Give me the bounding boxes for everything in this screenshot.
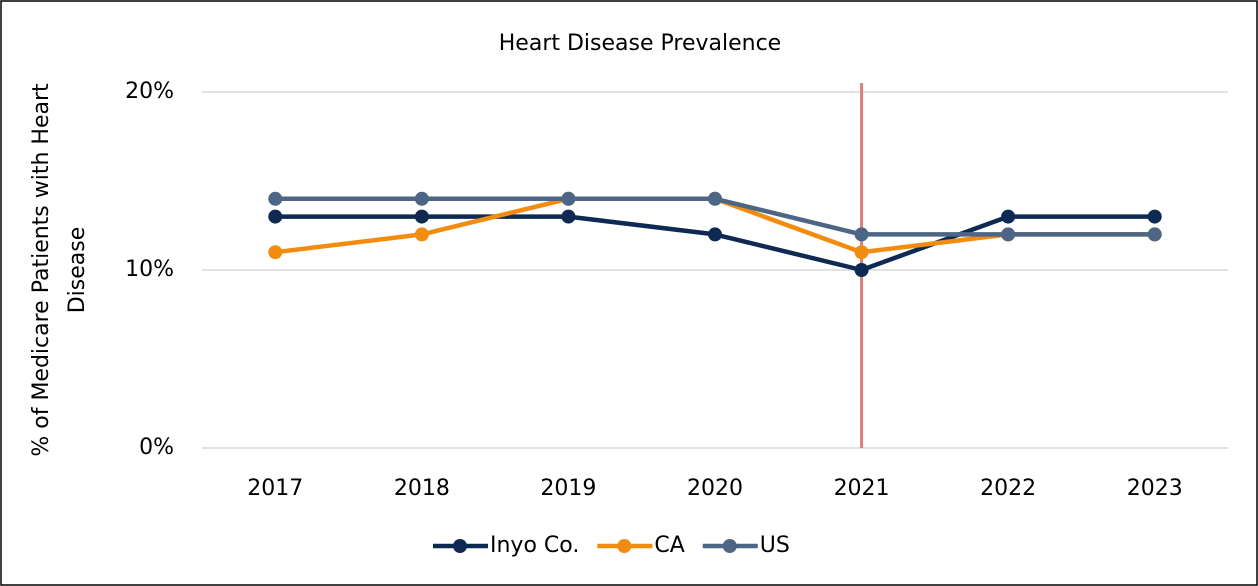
x-tick-label: 2018 [394,476,450,501]
data-point [854,263,869,277]
x-tick-label: 2020 [687,476,743,501]
legend-marker [617,539,632,553]
y-axis-label: % of Medicare Patients with Heart Diseas… [29,83,90,457]
data-point [561,191,576,206]
data-point [1001,227,1016,242]
data-point [268,209,283,224]
data-point [1001,209,1016,224]
data-point [268,191,283,206]
data-point [268,245,283,260]
y-tick-label: 10% [125,257,174,282]
legend-label: Inyo Co. [490,533,579,558]
data-point [1147,227,1162,242]
legend-label: US [760,533,790,558]
data-point [854,227,869,242]
chart-title: Heart Disease Prevalence [499,31,781,56]
data-point [414,227,429,242]
legend-marker [722,539,737,553]
data-point [561,209,576,224]
data-point [708,227,722,242]
x-tick-label: 2021 [834,476,890,501]
y-tick-label: 0% [139,435,174,460]
legend-marker [453,539,467,553]
y-tick-label: 20% [125,79,174,104]
x-tick-label: 2017 [247,476,303,501]
x-tick-label: 2022 [980,476,1036,501]
legend-label: CA [654,533,684,558]
data-point [414,191,429,206]
data-point [414,209,429,224]
x-tick-label: 2019 [540,476,596,501]
data-point [854,245,869,260]
data-point [1147,209,1162,224]
x-tick-label: 2023 [1127,476,1183,501]
data-point [708,191,722,206]
